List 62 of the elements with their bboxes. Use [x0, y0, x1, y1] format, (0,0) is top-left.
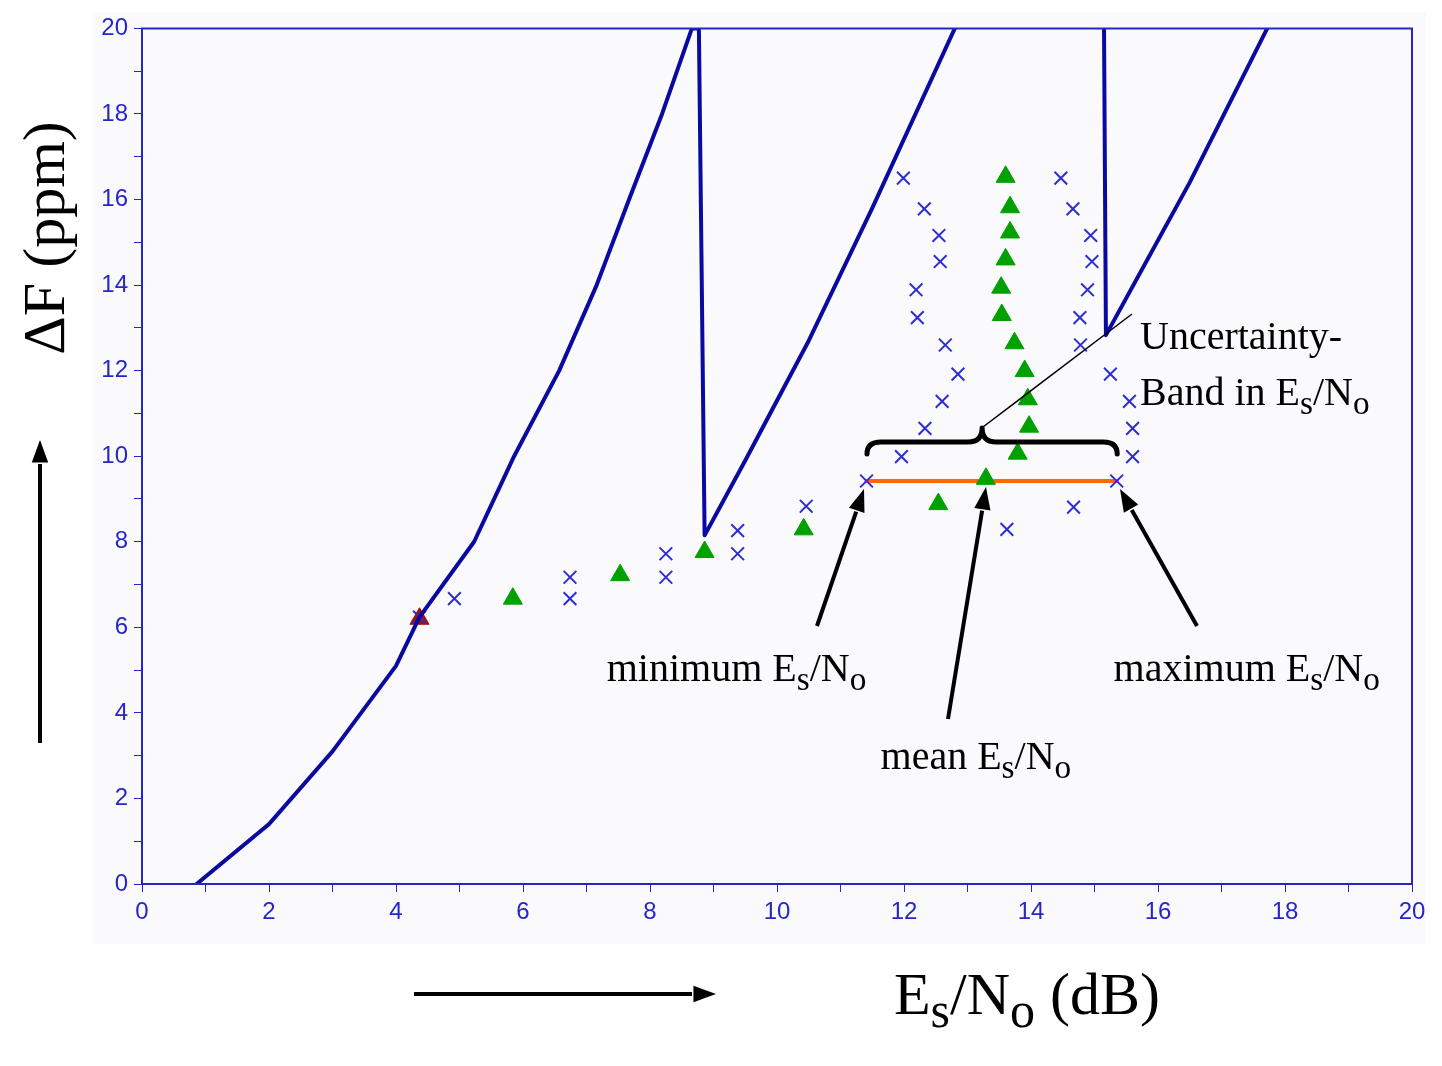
- x-tick-label: 16: [1144, 897, 1172, 925]
- point: [447, 591, 462, 607]
- annotation: minimum E$_{s}$/N$_{o}$: [606, 644, 867, 698]
- point: [1053, 170, 1069, 186]
- point: [950, 366, 966, 382]
- x-tick-label: 18: [1271, 897, 1299, 925]
- x-tick-label: 14: [1017, 897, 1045, 925]
- y-tick-label: 14: [101, 269, 128, 297]
- x-tick-label: 4: [389, 897, 403, 925]
- x-tick-label: 20: [1398, 897, 1426, 925]
- point: [1083, 228, 1099, 243]
- point: [934, 394, 950, 409]
- y-axis-title: ΔF (ppm): [9, 121, 78, 355]
- x-tick-label: 12: [890, 897, 918, 925]
- point: [1122, 394, 1137, 409]
- point: [937, 337, 953, 353]
- point: [1125, 449, 1140, 464]
- point: [999, 521, 1015, 537]
- point: [894, 449, 909, 464]
- x-tick-label: 8: [643, 897, 657, 925]
- x-tick-label: 10: [763, 897, 791, 925]
- annotation: maximum E$_{s}$/N$_{o}$: [1113, 644, 1380, 698]
- point: [1066, 499, 1081, 515]
- point: [1065, 201, 1081, 217]
- point: [730, 523, 745, 538]
- point: [730, 546, 745, 562]
- point: [917, 421, 933, 436]
- y-tick-label: 12: [101, 355, 128, 383]
- point: [562, 591, 578, 607]
- y-tick-label: 10: [101, 440, 128, 468]
- point: [562, 569, 578, 585]
- point: [859, 473, 874, 489]
- x-tick-label: 6: [516, 897, 530, 925]
- y-tick-label: 2: [114, 783, 128, 811]
- point: [931, 228, 947, 243]
- point: [658, 546, 674, 562]
- point: [798, 498, 814, 514]
- point: [896, 170, 911, 186]
- annotation: mean E$_{s}$/N$_{o}$: [880, 731, 1072, 786]
- y-tick-label: 0: [114, 868, 128, 896]
- y-tick-label: 6: [114, 611, 128, 639]
- point: [1084, 254, 1100, 269]
- point: [658, 569, 674, 585]
- point: [932, 254, 948, 269]
- point: [1109, 473, 1125, 489]
- x-axis-title: E$_{s}$/N$_{o}$ (dB): [893, 959, 1161, 1039]
- point: [1103, 366, 1118, 382]
- point: [1080, 282, 1095, 298]
- y-tick-label: 4: [114, 697, 128, 725]
- x-tick-label: 0: [135, 897, 149, 925]
- point: [1073, 337, 1088, 353]
- point: [1072, 310, 1088, 325]
- point: [908, 282, 924, 298]
- point: [916, 201, 932, 217]
- point: [1125, 421, 1140, 436]
- x-tick-label: 2: [262, 897, 276, 925]
- y-tick-label: 16: [101, 184, 128, 212]
- point: [909, 310, 925, 325]
- annotation: Uncertainty-Band in E$_{s}$/N$_{o}$: [1140, 312, 1371, 423]
- y-tick-label: 8: [114, 526, 128, 554]
- y-tick-label: 20: [101, 13, 128, 41]
- y-tick-label: 18: [101, 98, 128, 126]
